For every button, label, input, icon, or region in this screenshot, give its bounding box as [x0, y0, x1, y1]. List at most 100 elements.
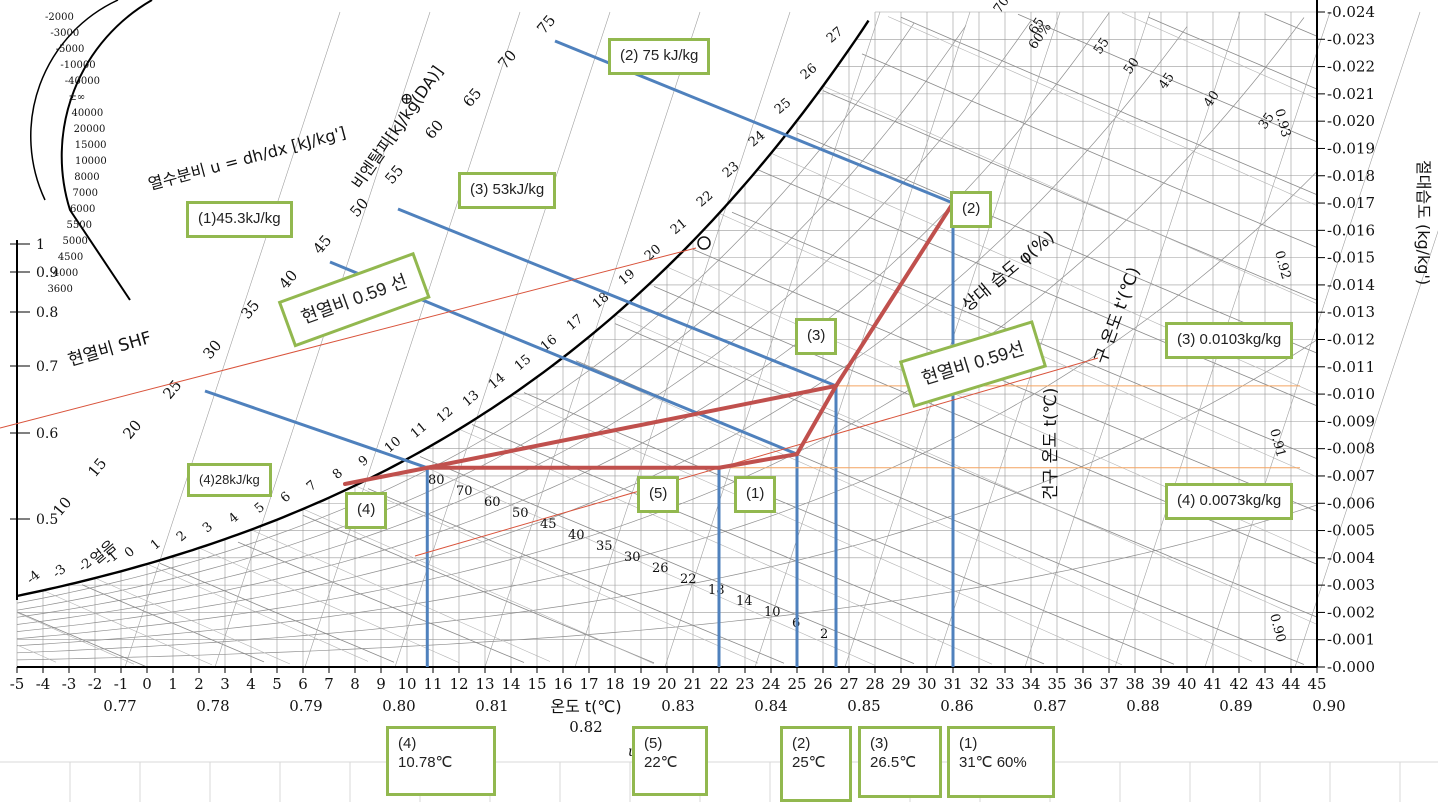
volume-tick-label: 0.90 — [1312, 697, 1345, 715]
volume-line — [1294, 230, 1438, 668]
enthalpy-line — [1147, 16, 1318, 90]
x-tick-label: 25 — [787, 675, 806, 693]
enthalpy-tick-label: 65 — [459, 84, 485, 110]
temp-5-label: (5) 22℃ — [632, 726, 708, 796]
scale-tick-label: 5000 — [62, 236, 87, 247]
rh-tick-label: 60 — [484, 495, 501, 510]
enthalpy-line — [419, 456, 915, 664]
volume-line — [1024, 11, 1241, 668]
rh-curve — [16, 20, 1032, 618]
enthalpy-line — [614, 323, 1318, 618]
scale-tick-label: -5000 — [56, 44, 85, 55]
x-tick-label: -1 — [114, 675, 129, 693]
enthalpy-guide-line — [397, 207, 837, 388]
shf-tick-label: 0.5 — [36, 512, 58, 528]
y-tick-label: -0.002 — [1327, 603, 1375, 621]
scale-tick-label: 20000 — [74, 124, 106, 135]
dry-bulb-title: 건구 온도 t(℃) — [1041, 388, 1061, 500]
protractor-arc — [60, 0, 153, 301]
rh-tick-label: 30 — [624, 550, 641, 565]
saturation-tick-label: 13 — [460, 388, 482, 410]
x-tick-label: 28 — [865, 675, 884, 693]
rh-upper-tick-label: 45 — [1156, 70, 1178, 92]
wet-bulb-line — [302, 508, 655, 665]
x-tick-label: 37 — [1099, 675, 1118, 693]
volume-line — [394, 11, 611, 668]
enthalpy-line — [81, 584, 265, 663]
volume-line — [664, 11, 881, 668]
enthalpy-tick-label: 70 — [494, 46, 520, 72]
x-tick-label: 27 — [839, 675, 858, 693]
humidity-3-label: (3) 0.0103kg/kg — [1165, 322, 1294, 359]
y-tick-label: -0.003 — [1327, 576, 1375, 594]
wet-bulb-line — [822, 85, 1318, 305]
volume-tick-label: 0.80 — [382, 697, 415, 715]
y-tick-label: -0.004 — [1327, 549, 1375, 567]
saturation-tick-label: 19 — [616, 267, 638, 289]
y-tick-label: -0.007 — [1327, 467, 1375, 485]
saturation-tick-label: 22 — [694, 188, 716, 210]
x-tick-label: 38 — [1125, 675, 1144, 693]
y-tick-label: -0.000 — [1327, 658, 1375, 676]
enthalpy-guide-line — [204, 389, 428, 470]
saturation-curve — [16, 19, 870, 598]
enthalpy-line — [302, 514, 655, 664]
saturation-tick-label: 27 — [824, 24, 846, 46]
enthalpy-2-label: (2) 75 kJ/kg — [608, 38, 711, 75]
rh-tick-label: 10 — [764, 605, 781, 620]
enthalpy-line — [159, 563, 395, 663]
wet-bulb-line — [614, 314, 1318, 625]
x-tick-label: 7 — [324, 675, 334, 693]
x-tick-label: 24 — [761, 675, 780, 693]
volume-tick-label: 0.88 — [1126, 697, 1159, 715]
enthalpy-tick-label: 15 — [84, 454, 110, 480]
x-tick-label: 40 — [1177, 675, 1196, 693]
point-4-label: (4) — [345, 492, 388, 529]
enthalpy-line — [367, 488, 785, 664]
y-tick-label: -0.009 — [1327, 412, 1375, 430]
heat-moisture-title: 열수분비 u = dh/dx [kJ/kg'] — [146, 123, 348, 194]
shf-title: 현열비 SHF — [66, 328, 154, 371]
x-tick-label: -4 — [36, 675, 51, 693]
wet-bulb-line — [354, 485, 759, 664]
rh-tick-label: 35 — [596, 539, 613, 554]
x-tick-label: 19 — [631, 675, 650, 693]
process-line — [717, 452, 799, 470]
x-tick-label: 11 — [423, 675, 442, 693]
saturation-tick-label: 24 — [746, 128, 768, 150]
point-3-label: (3) — [795, 318, 838, 355]
rh-curve — [16, 171, 1318, 647]
x-tick-label: 20 — [657, 675, 676, 693]
saturation-tick-label: 14 — [486, 370, 508, 392]
shf-tick-label: 0.7 — [36, 359, 58, 375]
enthalpy-line — [523, 392, 1175, 665]
x-tick-label: -3 — [62, 675, 77, 693]
x-tick-label: 35 — [1047, 675, 1066, 693]
wet-bulb-line — [458, 428, 993, 665]
volume-line — [754, 11, 971, 668]
volume-line — [214, 11, 431, 668]
enthalpy-line — [757, 169, 1318, 407]
shf-tick-label: 1 — [36, 237, 45, 253]
enthalpy-line — [1017, 13, 1318, 143]
wet-bulb-line — [146, 563, 369, 662]
enthalpy-3-label: (3) 53kJ/kg — [458, 172, 557, 209]
enthalpy-tick-label: 55 — [381, 161, 407, 187]
x-tick-label: 39 — [1151, 675, 1170, 693]
x-tick-label: 26 — [813, 675, 832, 693]
volume-line — [1204, 11, 1421, 668]
saturation-tick-label: 21 — [668, 216, 690, 238]
enthalpy-line — [861, 53, 1318, 248]
x-tick-label: 43 — [1255, 675, 1274, 693]
enthalpy-line — [1264, 13, 1318, 37]
rh-upper-tick-label: 70 — [991, 0, 1013, 16]
saturation-tick-label: -3 — [50, 562, 69, 582]
x-tick-label: 29 — [891, 675, 910, 693]
volume-tick-label: 0.81 — [475, 697, 508, 715]
enthalpy-4-label: (4)28kJ/kg — [187, 463, 272, 498]
saturation-tick-label: 9 — [356, 453, 372, 470]
saturation-tick-label: 3 — [200, 519, 216, 536]
scale-tick-label: ±∞ — [68, 92, 85, 103]
enthalpy-line — [237, 541, 525, 663]
